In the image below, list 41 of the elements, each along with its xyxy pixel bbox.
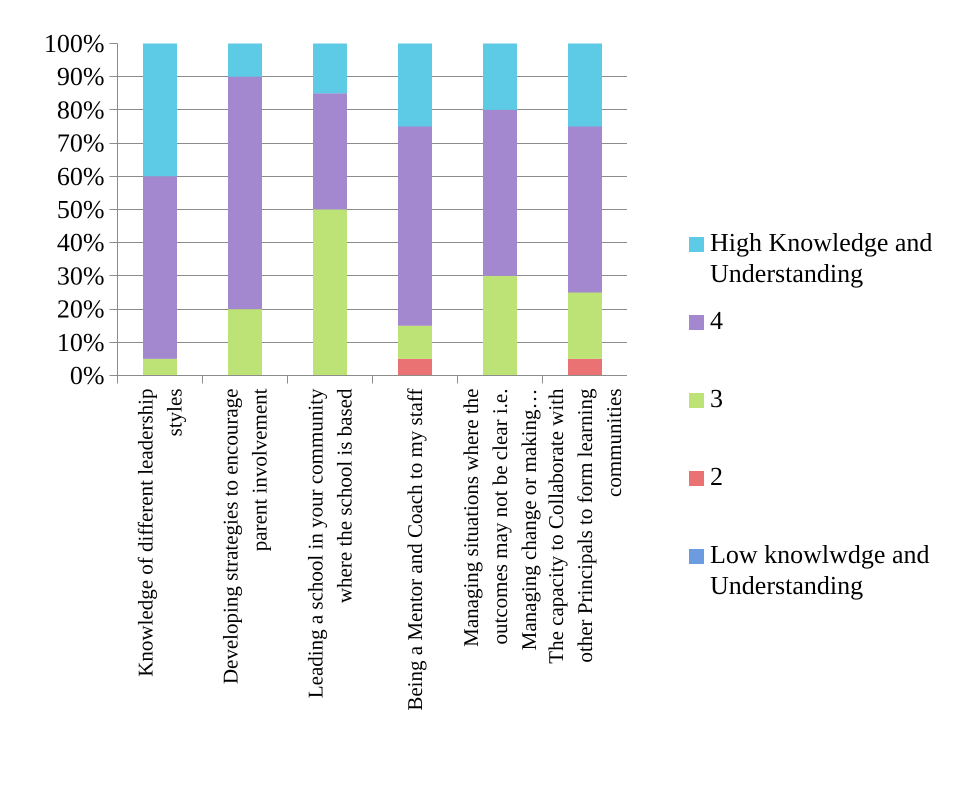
x-tick-label: Knowledge of different leadership styles xyxy=(134,388,186,677)
bar xyxy=(228,44,262,77)
y-tick-label: 30% xyxy=(56,261,105,290)
legend-label: High Knowledge and Understanding xyxy=(710,227,934,290)
y-tick-label: 50% xyxy=(56,195,105,224)
bar xyxy=(228,309,262,376)
legend-label: 3 xyxy=(710,383,723,414)
bar xyxy=(313,93,347,210)
bar xyxy=(228,76,262,310)
bar xyxy=(398,358,432,376)
bar xyxy=(398,44,432,126)
y-tick-label: 80% xyxy=(56,95,105,124)
x-tick-label: Being a Mentor and Coach to my staff xyxy=(403,388,427,711)
bar xyxy=(568,126,602,292)
y-tick-label: 60% xyxy=(56,162,105,191)
x-tick-label: Managing situations where the outcomes may not be clear i.e. Managing change or making… xyxy=(459,388,541,650)
y-tick-label: 100% xyxy=(44,29,105,58)
y-tick-label: 10% xyxy=(56,328,105,357)
bar xyxy=(568,358,602,376)
bar xyxy=(143,176,177,359)
bar xyxy=(568,292,602,359)
legend-label: 2 xyxy=(710,461,723,492)
legend-label: Low knowlwdge and Understanding xyxy=(710,539,931,602)
bar xyxy=(568,44,602,126)
y-tick-label: 20% xyxy=(56,294,105,324)
bar xyxy=(398,126,432,326)
bar xyxy=(313,44,347,94)
bar xyxy=(483,110,517,276)
bar xyxy=(143,44,177,176)
legend-label: 4 xyxy=(710,305,723,336)
y-tick-label: 0% xyxy=(70,361,105,390)
x-tick-label: Developing strategies to encourage parent involvement xyxy=(218,388,272,684)
y-tick-label: 40% xyxy=(56,228,105,258)
bar xyxy=(483,276,517,376)
bar xyxy=(398,326,432,359)
x-tick-label: The capacity to Collaborate with other Principals to form learning communities xyxy=(544,388,626,664)
bar xyxy=(313,210,347,376)
bar xyxy=(483,44,517,110)
y-tick-label: 70% xyxy=(56,128,105,158)
bar xyxy=(143,358,177,376)
y-tick-label: 90% xyxy=(56,62,105,92)
